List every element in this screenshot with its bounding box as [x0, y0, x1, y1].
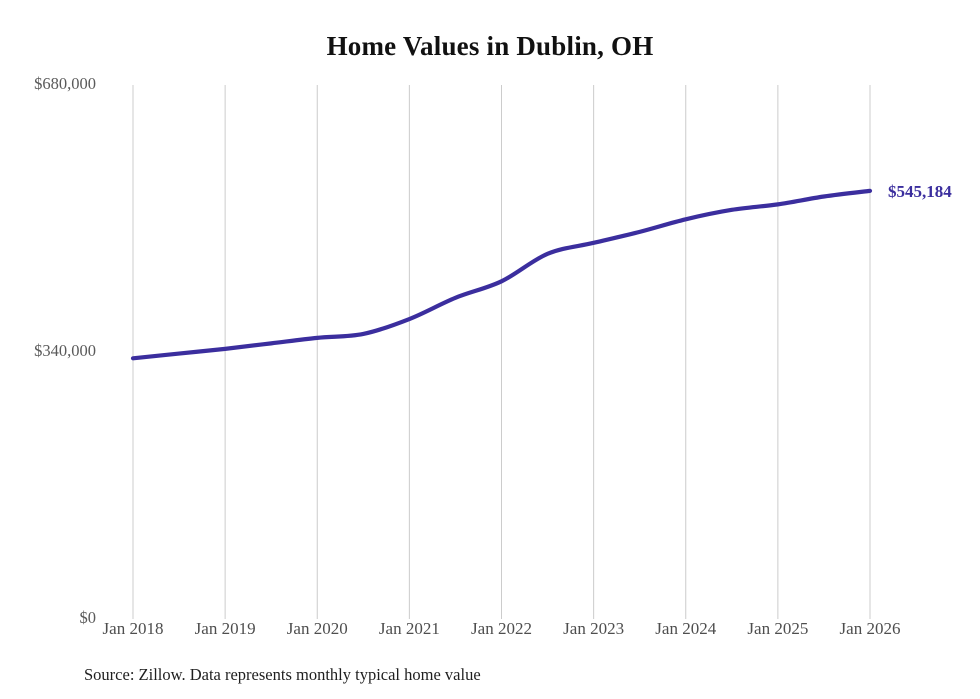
x-tick-label-jan-2024: Jan 2024 — [655, 619, 717, 638]
x-tick-label-jan-2021: Jan 2021 — [378, 619, 440, 638]
home-value-series — [130, 188, 873, 361]
y-tick-label: $340,000 — [34, 341, 96, 360]
endpoint-value-label: $545,184 — [888, 181, 952, 201]
y-tick-label: $680,000 — [34, 74, 96, 93]
page-title: Home Values in Dublin, OH — [326, 31, 654, 61]
y-tick-label: $0 — [79, 608, 97, 627]
x-tick-label-jan-2019: Jan 2019 — [194, 619, 256, 638]
gridlines — [132, 85, 871, 619]
source-note: Source: Zillow. Data represents monthly … — [84, 665, 481, 684]
x-tick-label-jan-2026: Jan 2026 — [839, 619, 901, 638]
x-tick-label-jan-2025: Jan 2025 — [747, 619, 809, 638]
x-tick-label-jan-2018: Jan 2018 — [102, 619, 164, 638]
series-line-home-value — [130, 188, 873, 361]
x-tick-label-jan-2023: Jan 2023 — [563, 619, 625, 638]
x-tick-label-jan-2020: Jan 2020 — [286, 619, 348, 638]
x-tick-label-jan-2022: Jan 2022 — [471, 619, 532, 638]
